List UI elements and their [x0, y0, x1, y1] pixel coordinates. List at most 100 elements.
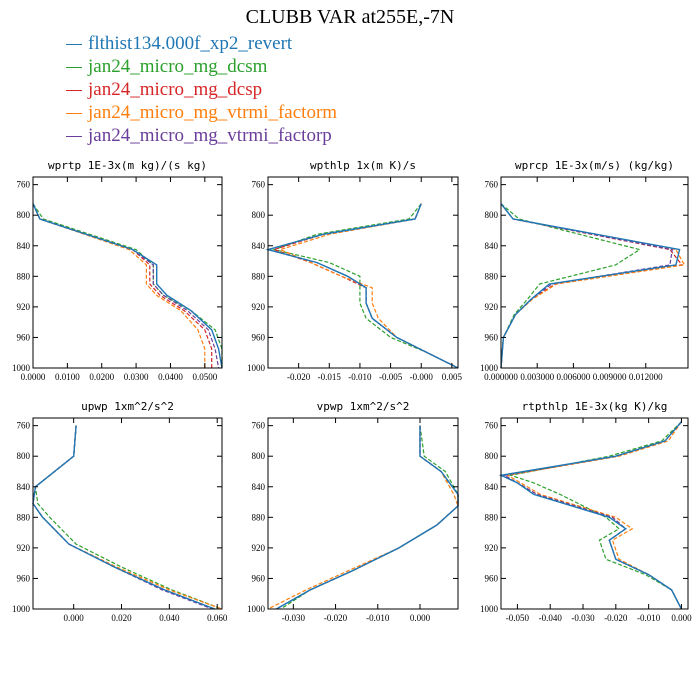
x-tick-label: -0.010: [366, 613, 390, 623]
y-tick-label: 960: [485, 332, 499, 342]
series-line: [500, 203, 642, 369]
x-tick-label: -0.040: [539, 613, 563, 623]
y-tick-label: 840: [485, 482, 499, 492]
legend-item: jan24_micro_mg_vtrmi_factorm: [66, 101, 337, 124]
x-tick-label: -0.030: [282, 613, 306, 623]
x-tick-label: 0.000000: [484, 372, 518, 382]
y-tick-label: 880: [252, 271, 266, 281]
series-line: [267, 425, 459, 610]
series-line: [265, 203, 459, 369]
y-tick-label: 920: [252, 302, 266, 312]
y-tick-label: 840: [485, 241, 499, 251]
series-line: [498, 421, 683, 610]
series-line: [500, 203, 686, 369]
y-tick-label: 840: [252, 241, 266, 251]
profile-panel: wprcp 1E-3x(m/s) (kg/kg) 760 800 840 880 920 9…: [480, 159, 689, 382]
x-tick-label: 0.040: [159, 613, 180, 623]
y-tick-label: 920: [252, 543, 266, 553]
y-tick-label: 960: [485, 573, 499, 583]
y-tick-label: 920: [485, 302, 499, 312]
legend-item: jan24_micro_mg_vtrmi_factorp: [66, 124, 337, 147]
y-tick-label: 960: [252, 573, 266, 583]
series-line: [280, 425, 459, 610]
y-tick-label: 760: [252, 180, 266, 190]
plot-frame: [267, 417, 459, 610]
x-tick-label: 0.0000: [21, 372, 46, 382]
series-line: [32, 425, 216, 610]
y-tick-label: 1000: [480, 363, 499, 373]
series-line: [34, 425, 223, 610]
y-tick-label: 960: [17, 573, 31, 583]
y-tick-label: 1000: [480, 604, 499, 614]
series-line: [500, 203, 681, 369]
series-line: [502, 421, 682, 610]
series-line: [32, 203, 223, 369]
series-line: [276, 425, 459, 610]
y-tick-label: 800: [485, 210, 499, 220]
x-tick-label: -0.050: [506, 613, 530, 623]
y-tick-label: 1000: [247, 363, 266, 373]
profile-panel: vpwp 1xm^2/s^2 760 800 840 880 920 960 1000 -0.0…: [247, 400, 459, 623]
legend-label: jan24_micro_mg_dcsm: [88, 56, 268, 77]
panel-title: vpwp 1xm^2/s^2: [317, 400, 410, 413]
y-tick-label: 960: [252, 332, 266, 342]
series-line: [271, 203, 459, 369]
x-tick-label: 0.020: [111, 613, 132, 623]
legend-item: jan24_micro_mg_dcsm: [66, 55, 337, 78]
series-line: [500, 203, 673, 369]
y-tick-label: 1000: [12, 604, 31, 614]
x-tick-label: -0.020: [287, 372, 311, 382]
y-tick-label: 840: [17, 482, 31, 492]
x-tick-label: -0.020: [604, 613, 628, 623]
y-tick-label: 880: [485, 271, 499, 281]
legend: flthist134.000f_xp2_revert jan24_micro_m…: [66, 32, 337, 147]
plot-frame: [32, 176, 223, 369]
x-tick-label: -0.010: [348, 372, 372, 382]
x-tick-label: 0.000: [410, 613, 431, 623]
x-tick-label: -0.015: [318, 372, 342, 382]
series-line: [32, 203, 223, 368]
y-tick-label: 840: [252, 482, 266, 492]
legend-label: jan24_micro_mg_vtrmi_factorm: [88, 102, 338, 123]
panel-title: rtpthlp 1E-3x(kg K)/kg: [522, 400, 668, 413]
y-tick-label: 880: [485, 512, 499, 522]
series-line: [32, 425, 213, 610]
series-line: [502, 421, 682, 610]
x-tick-label: 0.0300: [124, 372, 149, 382]
profile-panel: rtpthlp 1E-3x(kg K)/kg 760 800 840 880 920 960…: [480, 400, 692, 623]
series-line: [32, 203, 213, 368]
x-tick-label: 0.009000: [593, 372, 627, 382]
chart-title: CLUBB VAR at255E,-7N: [245, 6, 455, 28]
y-tick-label: 880: [252, 512, 266, 522]
y-tick-label: 880: [17, 512, 31, 522]
x-tick-label: -0.020: [324, 613, 348, 623]
panel-title: wprtp 1E-3x(m kg)/(s kg): [48, 159, 207, 172]
series-line: [500, 203, 684, 369]
x-tick-label: -0.030: [571, 613, 595, 623]
plot-frame: [500, 417, 689, 610]
profile-panel: upwp 1xm^2/s^2 760 800 840 880 920 960 1000 0.00…: [12, 400, 228, 623]
series-line: [272, 203, 459, 369]
x-tick-label: 0.060: [207, 613, 228, 623]
x-tick-label: -0.000: [410, 372, 434, 382]
x-tick-label: 0.000: [671, 613, 692, 623]
series-line: [32, 203, 220, 369]
legend-swatch: [66, 113, 82, 115]
x-tick-label: 0.000: [64, 613, 85, 623]
plot-frame: [267, 176, 459, 369]
series-line: [505, 421, 682, 610]
y-tick-label: 760: [485, 180, 499, 190]
y-tick-label: 1000: [247, 604, 266, 614]
y-tick-label: 760: [252, 421, 266, 431]
x-tick-label: -0.005: [379, 372, 403, 382]
x-tick-label: 0.0100: [55, 372, 80, 382]
x-tick-label: 0.006000: [557, 372, 591, 382]
y-tick-label: 800: [252, 210, 266, 220]
legend-swatch: [66, 67, 82, 69]
y-tick-label: 960: [17, 332, 31, 342]
series-line: [32, 425, 223, 610]
plot-frame: [32, 417, 223, 610]
y-tick-label: 880: [17, 271, 31, 281]
plot-frame: [500, 176, 689, 369]
legend-label: jan24_micro_mg_vtrmi_factorp: [88, 125, 332, 146]
